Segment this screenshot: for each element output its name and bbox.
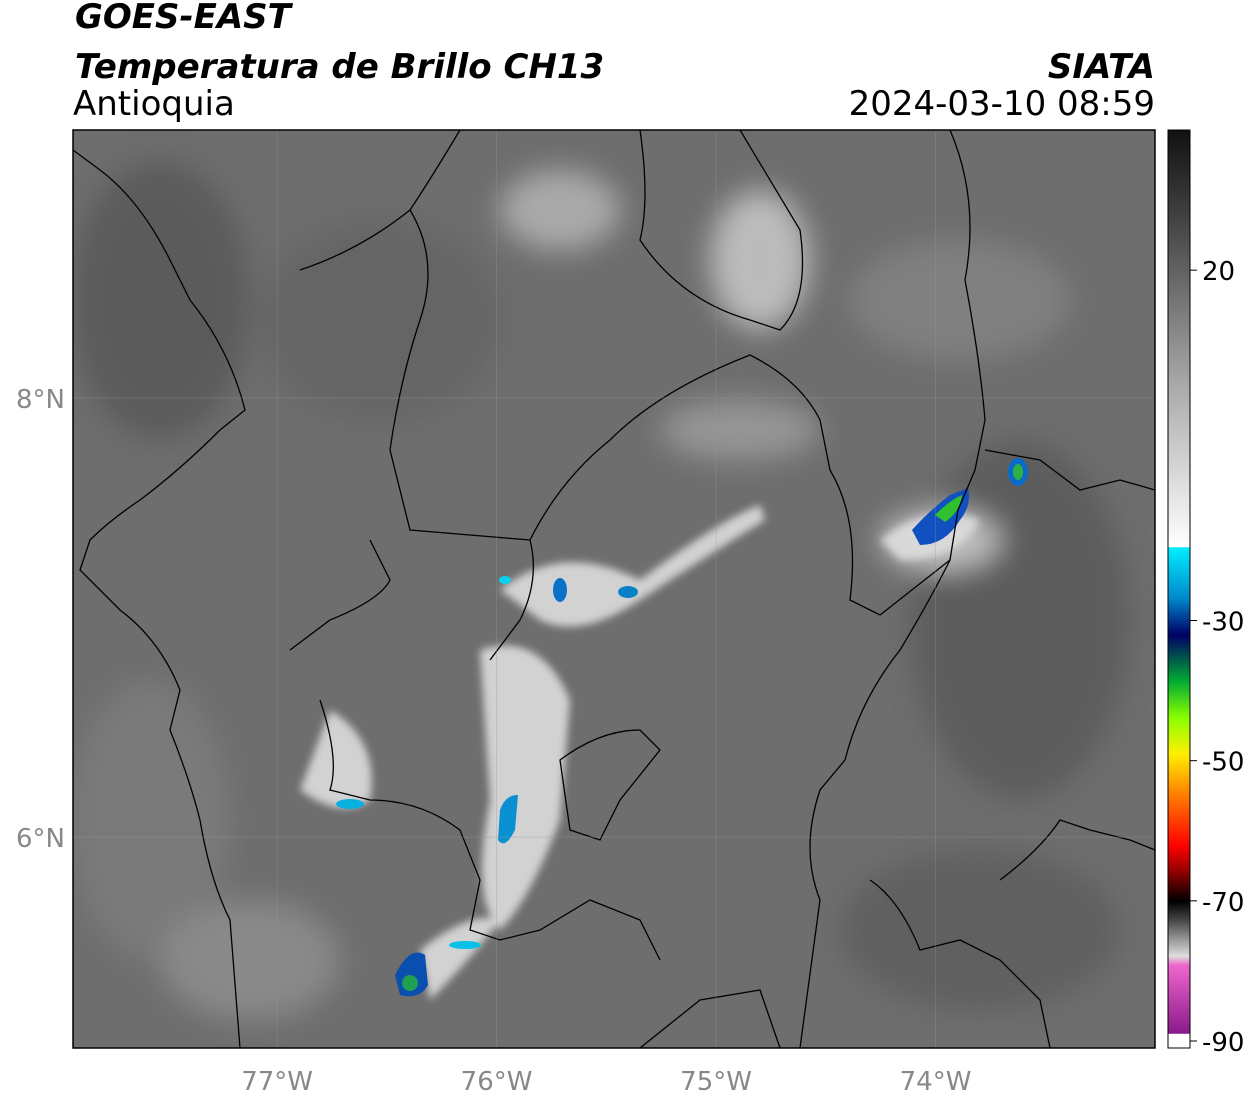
- colorbar-tick-label: -50: [1202, 748, 1244, 778]
- map-frame: [72, 129, 1156, 1049]
- x-tick-label: 76°W: [461, 1067, 533, 1097]
- subtitle: Temperatura de Brillo CH13: [75, 47, 604, 87]
- x-tick-label: 75°W: [680, 1067, 752, 1097]
- borders: [73, 130, 1155, 1048]
- colorbar-tick-label: 20: [1202, 257, 1235, 287]
- colorbar-tick-label: -70: [1202, 888, 1244, 918]
- x-tick-label: 77°W: [241, 1067, 313, 1097]
- graticule: [73, 130, 1155, 1048]
- datetime: 2024-03-10 08:59: [849, 84, 1155, 124]
- region: Antioquia: [73, 84, 235, 124]
- source: SIATA: [1048, 47, 1155, 87]
- colorbar: [1167, 129, 1191, 1049]
- x-tick-label: 74°W: [900, 1067, 972, 1097]
- cold-cloud-tops: [336, 458, 1028, 997]
- title: GOES-EAST: [75, 0, 294, 37]
- colorbar-tick-label: -30: [1202, 608, 1244, 638]
- satellite-image: [73, 130, 1155, 1048]
- y-tick-label: 6°N: [16, 824, 65, 854]
- colorbar-tick-label: -90: [1202, 1028, 1244, 1058]
- y-tick-label: 8°N: [16, 385, 65, 415]
